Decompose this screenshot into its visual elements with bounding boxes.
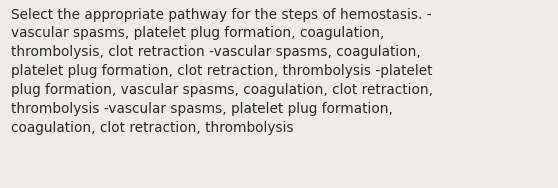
Text: Select the appropriate pathway for the steps of hemostasis. -
vascular spasms, p: Select the appropriate pathway for the s…	[11, 8, 433, 135]
